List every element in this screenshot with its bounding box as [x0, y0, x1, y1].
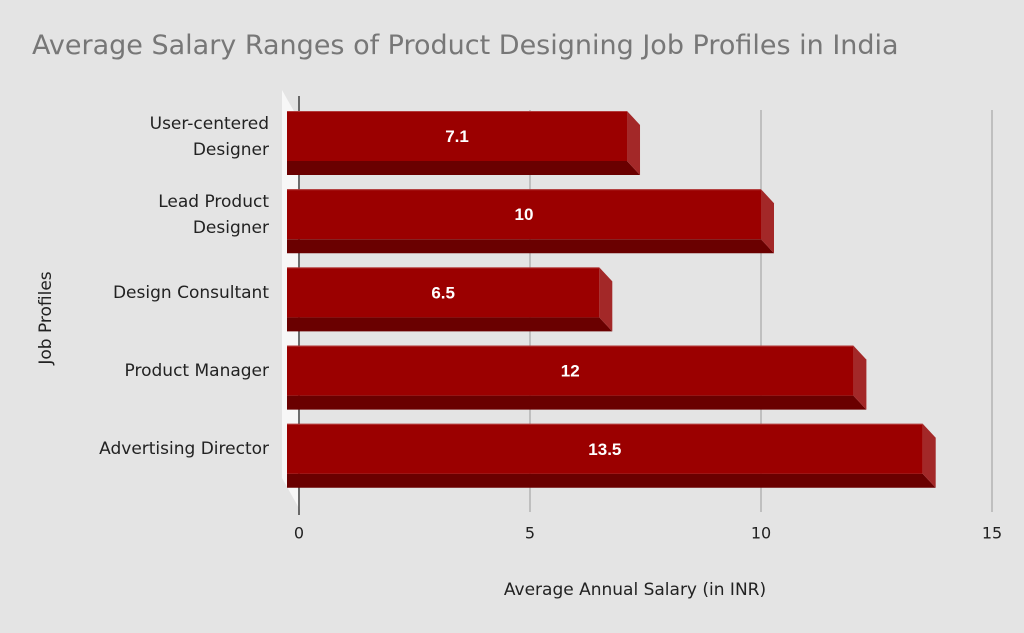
bar-value-label: 12: [561, 362, 580, 381]
bar-bottom-face: [287, 395, 867, 410]
bar-value-label: 13.5: [588, 440, 621, 459]
category-label-line: Design Consultant: [112, 283, 269, 303]
x-tick-label: 5: [524, 523, 536, 543]
category-label-user-centered-designer: User-centered Designer: [39, 111, 269, 163]
x-axis-label: Average Annual Salary (in INR): [503, 580, 767, 600]
bar-side-face: [853, 345, 867, 410]
category-label-line: Product Manager: [124, 361, 269, 381]
x-tick-label: 15: [981, 523, 1003, 543]
chart-title: Average Salary Ranges of Product Designi…: [32, 30, 899, 61]
bar-bottom-face: [287, 239, 774, 254]
bar-side-face: [599, 267, 613, 332]
category-label-design-consultant: Design Consultant: [39, 280, 269, 306]
category-label-advertising-director: Advertising Director: [39, 436, 269, 462]
bar-value-label: 7.1: [445, 127, 469, 146]
category-label-product-manager: Product Manager: [39, 358, 269, 384]
bar-bottom-face: [287, 317, 613, 332]
category-label-lead-product-designer: Lead Product Designer: [39, 189, 269, 241]
x-tick-label: 0: [293, 523, 305, 543]
category-label-line: Lead Product: [158, 192, 269, 212]
bar: [287, 111, 628, 161]
bar: [287, 345, 854, 396]
category-label-line: Advertising Director: [99, 439, 269, 459]
bars: 7.1 10 6.5 12 13.5: [287, 111, 936, 488]
bar-value-label: 6.5: [431, 283, 455, 302]
bar-side-face: [922, 423, 936, 488]
bar: [287, 423, 923, 474]
bar: [287, 267, 600, 318]
bar-side-face: [627, 111, 641, 175]
category-label-line: Designer: [192, 140, 269, 160]
category-label-line: User-centered: [149, 114, 269, 134]
bar-bottom-face: [287, 473, 936, 488]
bar-bottom-face: [287, 161, 641, 175]
bar-side-face: [761, 189, 774, 254]
bar: [287, 189, 761, 240]
x-tick-label: 10: [750, 523, 772, 543]
category-label-line: Designer: [192, 218, 269, 238]
bar-value-label: 10: [515, 205, 534, 224]
